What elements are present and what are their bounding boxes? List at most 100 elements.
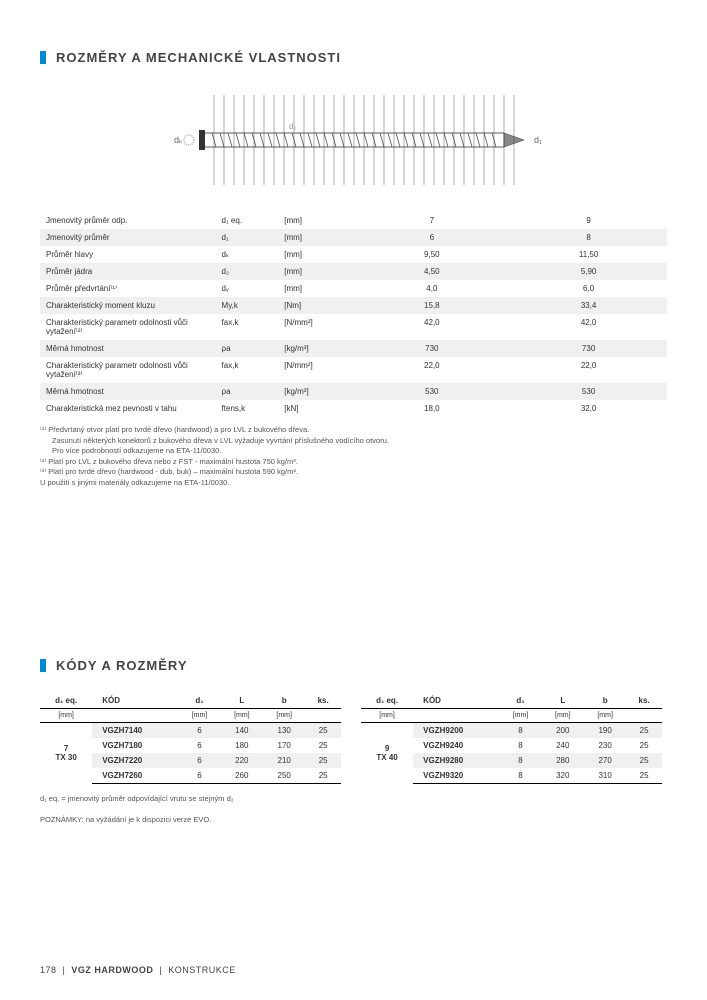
accent-bar (40, 659, 46, 672)
prop-val-1: 530 (353, 383, 510, 400)
codes-tables-wrap: d₁ eq.KÓDd₁Lbks. [mm][mm][mm][mm] 7 TX 3… (40, 693, 667, 784)
table-row: 9 TX 40 VGZH9200 8 200 190 25 (361, 723, 662, 739)
prop-unit: [mm] (278, 212, 353, 229)
prop-unit: [mm] (278, 280, 353, 297)
prop-val-2: 9 (510, 212, 667, 229)
prop-val-1: 15,8 (353, 297, 510, 314)
prop-symbol: ρa (216, 383, 279, 400)
code-cell: VGZH9240 (413, 738, 499, 753)
prop-label: Charakteristický moment kluzu (40, 297, 216, 314)
code-cell: VGZH7260 (92, 768, 178, 784)
code-d1: 8 (499, 753, 541, 768)
codes-group: 7 TX 30 (40, 723, 92, 784)
prop-symbol: My,k (216, 297, 279, 314)
table-row: Průměr hlavy dₖ [mm] 9,50 11,50 (40, 246, 667, 263)
definition-note: d₁ eq. = jmenovitý průměr odpovídající v… (40, 794, 667, 803)
prop-val-2: 6,0 (510, 280, 667, 297)
code-d1: 6 (178, 738, 220, 753)
prop-symbol: d₁ (216, 229, 279, 246)
note-1c: Pro více podrobností odkazujeme na ETA-1… (40, 446, 667, 457)
table-row: Charakteristická mez pevnosti v tahu fte… (40, 400, 667, 417)
accent-bar (40, 51, 46, 64)
code-ks: 25 (626, 723, 662, 739)
prop-label: Charakteristická mez pevnosti v tahu (40, 400, 216, 417)
prop-val-1: 9,50 (353, 246, 510, 263)
code-cell: VGZH9320 (413, 768, 499, 784)
prop-val-2: 33,4 (510, 297, 667, 314)
code-L: 140 (221, 723, 263, 739)
code-d1: 6 (178, 723, 220, 739)
table-row: Charakteristický moment kluzu My,k [Nm] … (40, 297, 667, 314)
prop-symbol: fax,k (216, 314, 279, 340)
table-row: Charakteristický parametr odolnosti vůči… (40, 314, 667, 340)
prop-label: Měrná hmotnost (40, 383, 216, 400)
prop-val-1: 22,0 (353, 357, 510, 383)
prop-symbol: dᵥ (216, 280, 279, 297)
table-row: Průměr jádra d₂ [mm] 4,50 5,90 (40, 263, 667, 280)
prop-val-2: 32,0 (510, 400, 667, 417)
code-ks: 25 (305, 738, 341, 753)
prop-val-1: 4,0 (353, 280, 510, 297)
prop-unit: [kg/m³] (278, 383, 353, 400)
properties-table: Jmenovitý průměr odp. d₁ eq. [mm] 7 9Jme… (40, 212, 667, 417)
code-L: 280 (542, 753, 584, 768)
code-b: 250 (263, 768, 305, 784)
footer-product: VGZ HARDWOOD (71, 965, 153, 975)
footer-page: 178 (40, 965, 57, 975)
code-L: 260 (221, 768, 263, 784)
prop-val-2: 22,0 (510, 357, 667, 383)
code-L: 320 (542, 768, 584, 784)
note-3: ⁽³⁾ Platí pro tvrdé dřevo (hardwood - du… (40, 467, 667, 478)
code-L: 220 (221, 753, 263, 768)
diagram-label-dk: dₖ (174, 135, 183, 145)
footer-category: KONSTRUKCE (168, 965, 236, 975)
prop-label: Měrná hmotnost (40, 340, 216, 357)
code-d1: 6 (178, 768, 220, 784)
note-1: ⁽¹⁾ Předvrtaný otvor platí pro tvrdé dře… (40, 425, 667, 436)
code-ks: 25 (626, 753, 662, 768)
prop-unit: [Nm] (278, 297, 353, 314)
note-4: U použití s jinými materiály odkazujeme … (40, 478, 667, 489)
prop-label: Jmenovitý průměr (40, 229, 216, 246)
prop-symbol: d₂ (216, 263, 279, 280)
prop-val-2: 8 (510, 229, 667, 246)
prop-label: Průměr jádra (40, 263, 216, 280)
prop-unit: [mm] (278, 229, 353, 246)
prop-val-1: 42,0 (353, 314, 510, 340)
prop-unit: [kg/m³] (278, 340, 353, 357)
code-b: 190 (584, 723, 626, 739)
code-b: 310 (584, 768, 626, 784)
table-row: Průměr předvrtání⁽¹⁾ dᵥ [mm] 4,0 6,0 (40, 280, 667, 297)
code-d1: 8 (499, 738, 541, 753)
code-b: 170 (263, 738, 305, 753)
prop-unit: [mm] (278, 246, 353, 263)
prop-val-1: 18,0 (353, 400, 510, 417)
section-title-text: ROZMĚRY A MECHANICKÉ VLASTNOSTI (56, 50, 341, 65)
code-cell: VGZH7180 (92, 738, 178, 753)
prop-label: Charakteristický parametr odolnosti vůči… (40, 357, 216, 383)
prop-val-1: 7 (353, 212, 510, 229)
code-ks: 25 (305, 768, 341, 784)
prop-val-1: 730 (353, 340, 510, 357)
prop-label: Charakteristický parametr odolnosti vůči… (40, 314, 216, 340)
prop-val-2: 5,90 (510, 263, 667, 280)
table-row: Jmenovitý průměr odp. d₁ eq. [mm] 7 9 (40, 212, 667, 229)
section-title-codes: KÓDY A ROZMĚRY (40, 658, 667, 673)
prop-val-2: 42,0 (510, 314, 667, 340)
svg-text:d₂: d₂ (289, 122, 297, 131)
table-row: Měrná hmotnost ρa [kg/m³] 730 730 (40, 340, 667, 357)
code-ks: 25 (305, 753, 341, 768)
code-cell: VGZH7140 (92, 723, 178, 739)
prop-val-2: 730 (510, 340, 667, 357)
remarks-note: POZNÁMKY: na vyžádání je k dispozici ver… (40, 815, 667, 824)
svg-text:d₁: d₁ (534, 135, 542, 145)
prop-symbol: dₖ (216, 246, 279, 263)
prop-unit: [N/mm²] (278, 357, 353, 383)
code-b: 210 (263, 753, 305, 768)
screw-diagram: dₖ d₂ d₁ (40, 85, 667, 197)
prop-val-2: 530 (510, 383, 667, 400)
footnotes: ⁽¹⁾ Předvrtaný otvor platí pro tvrdé dře… (40, 425, 667, 488)
prop-symbol: fax,k (216, 357, 279, 383)
prop-label: Průměr hlavy (40, 246, 216, 263)
prop-unit: [N/mm²] (278, 314, 353, 340)
